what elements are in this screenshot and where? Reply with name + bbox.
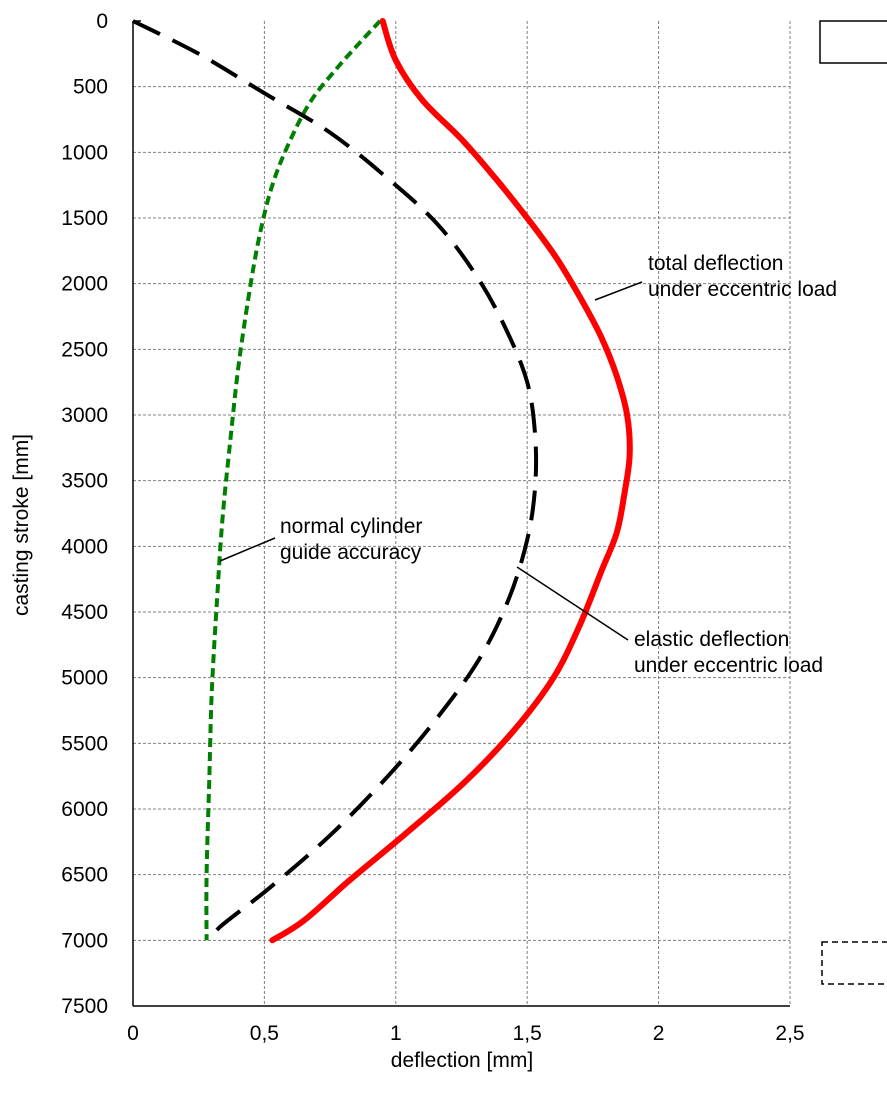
- x-axis-title: deflection [mm]: [391, 1049, 533, 1072]
- x-tick-label: 2,5: [775, 1022, 804, 1045]
- y-tick-label: 1000: [61, 141, 108, 164]
- y-axis-title: casting stroke [mm]: [10, 434, 33, 616]
- series-group: [132, 18, 633, 944]
- annotations: total deflection under eccentric load elas…: [219, 252, 837, 677]
- y-tick-label: 2500: [61, 338, 108, 361]
- tick-labels: 0 500 1000 1500 2000 2500 3000 3500 4000 4500 5000…: [61, 10, 804, 1045]
- x-tick-label: 0: [127, 1022, 139, 1045]
- annotation-leader-total: [594, 281, 643, 301]
- x-tick-label: 2: [653, 1022, 665, 1045]
- y-tick-label: 7500: [61, 995, 108, 1018]
- annotation-leader-guide: [219, 537, 276, 562]
- y-tick-label: 5500: [61, 732, 108, 755]
- annotation-text-total: under eccentric load: [648, 278, 837, 301]
- y-tick-label: 7000: [61, 929, 108, 952]
- y-tick-label: 6500: [61, 864, 108, 887]
- y-tick-label: 3500: [61, 470, 108, 493]
- grid: [133, 21, 791, 1006]
- y-tick-label: 0: [96, 10, 108, 33]
- legend-box-dashed: [821, 941, 887, 985]
- x-tick-label: 1: [390, 1022, 402, 1045]
- y-tick-label: 3000: [61, 404, 108, 427]
- legend-box-solid: [819, 20, 887, 64]
- x-tick-label: 0,5: [250, 1022, 279, 1045]
- y-tick-label: 4500: [61, 601, 108, 624]
- y-tick-label: 1500: [61, 207, 108, 230]
- annotation-text-guide: normal cylinder: [280, 515, 422, 538]
- series-line-total: [269, 18, 633, 944]
- annotation-leader-elastic: [516, 566, 629, 641]
- y-tick-label: 5000: [61, 667, 108, 690]
- series-line-guide: [204, 19, 382, 941]
- axes: [132, 20, 790, 1007]
- x-tick-label: 1,5: [513, 1022, 542, 1045]
- annotation-text-elastic: elastic deflection: [634, 628, 789, 651]
- annotation-text-elastic: under eccentric load: [634, 654, 823, 677]
- y-tick-label: 500: [73, 76, 108, 99]
- annotation-text-total: total deflection: [648, 252, 783, 275]
- series-line-elastic: [132, 19, 539, 942]
- y-tick-label: 2000: [61, 273, 108, 296]
- y-tick-label: 4000: [61, 535, 108, 558]
- annotation-text-guide: guide accuracy: [280, 541, 422, 564]
- y-tick-label: 6000: [61, 798, 108, 821]
